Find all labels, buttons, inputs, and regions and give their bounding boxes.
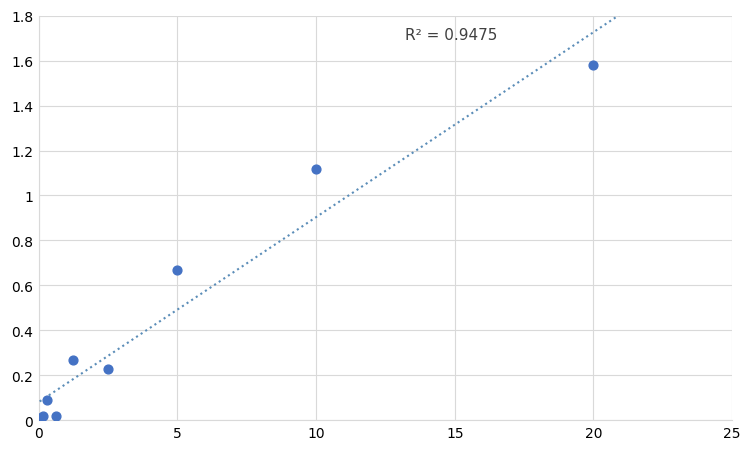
Point	[171, 267, 183, 274]
Point	[33, 414, 45, 422]
Text: R² = 0.9475: R² = 0.9475	[405, 28, 497, 43]
Point	[37, 412, 49, 419]
Point	[102, 365, 114, 373]
Point	[310, 166, 322, 173]
Point	[50, 412, 62, 419]
Point	[68, 356, 80, 364]
Point	[41, 396, 53, 404]
Point	[587, 62, 599, 69]
